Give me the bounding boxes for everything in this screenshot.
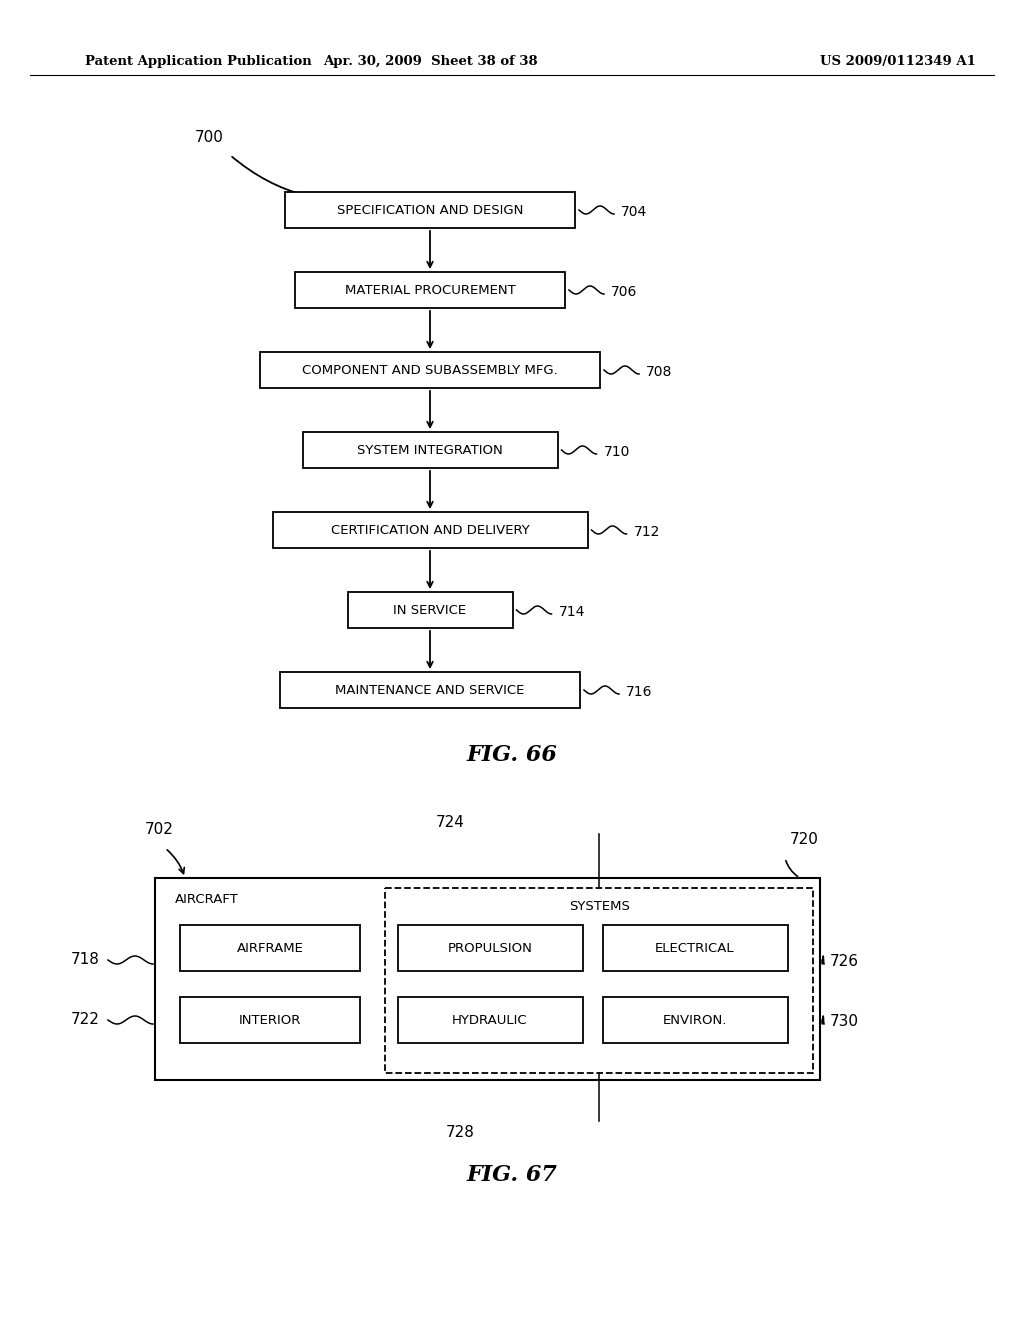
Text: 712: 712: [634, 525, 659, 539]
Bar: [302, 432, 557, 469]
Text: ENVIRON.: ENVIRON.: [663, 1014, 727, 1027]
Text: CERTIFICATION AND DELIVERY: CERTIFICATION AND DELIVERY: [331, 524, 529, 536]
Bar: [180, 925, 360, 972]
Bar: [155, 878, 820, 1080]
Bar: [385, 888, 813, 1073]
Text: 702: 702: [145, 822, 174, 837]
Bar: [397, 997, 583, 1043]
Text: AIRFRAME: AIRFRAME: [237, 941, 303, 954]
Text: SPECIFICATION AND DESIGN: SPECIFICATION AND DESIGN: [337, 203, 523, 216]
Text: MAINTENANCE AND SERVICE: MAINTENANCE AND SERVICE: [335, 684, 524, 697]
Text: AIRCRAFT: AIRCRAFT: [175, 894, 239, 906]
Text: FIG. 67: FIG. 67: [467, 1164, 557, 1185]
Text: 722: 722: [71, 1012, 100, 1027]
Text: COMPONENT AND SUBASSEMBLY MFG.: COMPONENT AND SUBASSEMBLY MFG.: [302, 363, 558, 376]
Text: ELECTRICAL: ELECTRICAL: [655, 941, 735, 954]
Bar: [602, 997, 787, 1043]
Text: 708: 708: [646, 366, 673, 379]
Text: 704: 704: [621, 205, 647, 219]
Text: Patent Application Publication: Patent Application Publication: [85, 55, 311, 69]
Text: PROPULSION: PROPULSION: [447, 941, 532, 954]
Bar: [347, 591, 512, 628]
Text: FIG. 66: FIG. 66: [467, 744, 557, 766]
Bar: [180, 997, 360, 1043]
Bar: [280, 672, 580, 708]
Text: IN SERVICE: IN SERVICE: [393, 603, 467, 616]
Text: 714: 714: [558, 605, 585, 619]
Text: SYSTEM INTEGRATION: SYSTEM INTEGRATION: [357, 444, 503, 457]
Text: SYSTEMS: SYSTEMS: [569, 900, 631, 913]
Text: US 2009/0112349 A1: US 2009/0112349 A1: [820, 55, 976, 69]
Text: MATERIAL PROCUREMENT: MATERIAL PROCUREMENT: [345, 284, 515, 297]
Text: 720: 720: [790, 833, 819, 847]
Bar: [285, 191, 575, 228]
Text: 718: 718: [71, 953, 100, 968]
Text: 700: 700: [195, 131, 224, 145]
Bar: [272, 512, 588, 548]
Text: Apr. 30, 2009  Sheet 38 of 38: Apr. 30, 2009 Sheet 38 of 38: [323, 55, 538, 69]
Text: INTERIOR: INTERIOR: [239, 1014, 301, 1027]
Text: 730: 730: [830, 1015, 859, 1030]
Text: 706: 706: [611, 285, 637, 300]
Text: HYDRAULIC: HYDRAULIC: [453, 1014, 527, 1027]
Text: 724: 724: [435, 814, 465, 830]
Bar: [397, 925, 583, 972]
Text: 728: 728: [445, 1125, 474, 1140]
Bar: [602, 925, 787, 972]
Bar: [295, 272, 565, 308]
Text: 726: 726: [830, 954, 859, 969]
Bar: [260, 352, 600, 388]
Text: 710: 710: [603, 445, 630, 459]
Text: 716: 716: [626, 685, 652, 700]
